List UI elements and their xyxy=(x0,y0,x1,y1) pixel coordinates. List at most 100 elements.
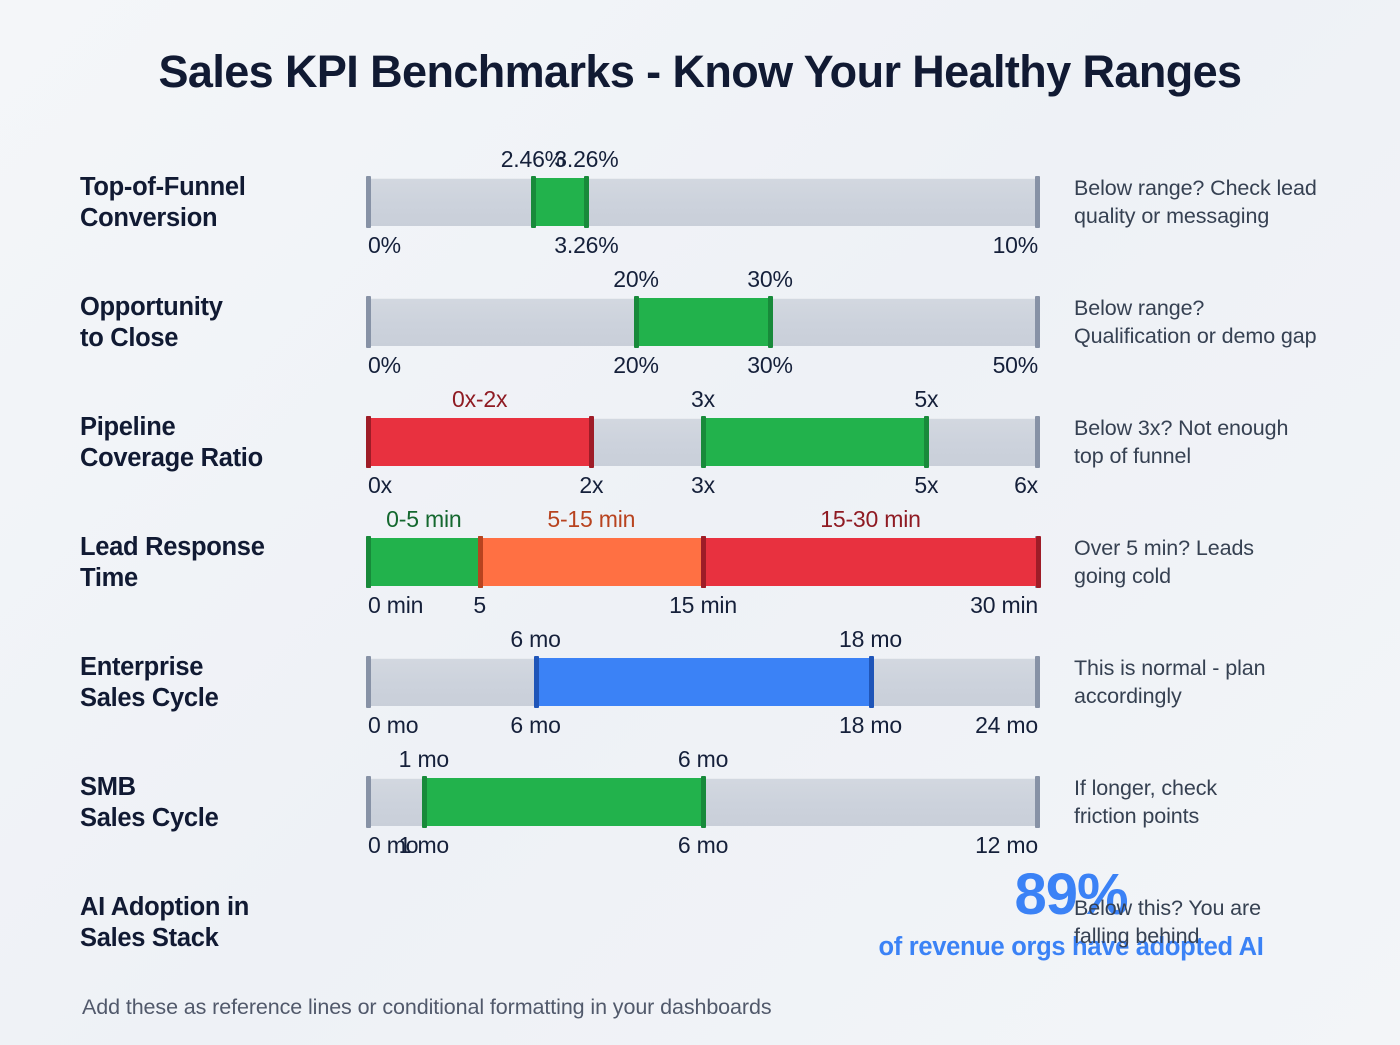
annotation-line2: friction points xyxy=(1074,804,1200,829)
axis-tick-label: 0% xyxy=(368,232,401,258)
axis-tick-label: 5 xyxy=(473,592,486,618)
band-edge-start xyxy=(701,416,706,468)
kpi-track xyxy=(368,178,1038,226)
band-edge-end xyxy=(924,416,930,468)
track-end-cap-right xyxy=(1035,296,1040,348)
axis-tick-label: 18 mo xyxy=(839,712,902,738)
kpi-row: Opportunity to Close 20% 30% 0% 20% 30% 50% Belo… xyxy=(0,266,1400,390)
kpi-range-band xyxy=(703,538,1038,586)
axis-tick-label: 3x xyxy=(691,472,715,498)
axis-tick-label: 10% xyxy=(992,232,1039,258)
kpi-row: Lead Response Time 0-5 min 5-15 min 15-30 mi… xyxy=(0,506,1400,630)
kpi-range-band xyxy=(703,418,927,466)
annotation-line1: Below range? xyxy=(1074,296,1205,320)
kpi-row: Pipeline Coverage Ratio 0x-2x 3x 5x 0x 2x 3x 5x 6… xyxy=(0,386,1400,510)
kpi-annotation: Over 5 min? Leads going cold xyxy=(1074,534,1394,591)
band-boundary-label: 20% xyxy=(613,266,659,292)
axis-tick-label: 0 mo xyxy=(368,712,419,738)
track-end-cap-right xyxy=(1035,416,1040,468)
axis-tick-label: 15 min xyxy=(669,592,737,618)
kpi-track-area: 20% 30% 0% 20% 30% 50% xyxy=(366,266,1040,390)
annotation-line1: This is normal - plan xyxy=(1074,656,1266,680)
band-boundary-label: 1 mo xyxy=(398,746,450,772)
band-edge-end xyxy=(584,176,590,228)
band-boundary-label: 2.46% xyxy=(500,146,565,172)
axis-tick-label: 6x xyxy=(1014,472,1038,498)
band-label: 0x-2x xyxy=(452,386,508,412)
stat-value: 89% xyxy=(1014,862,1128,927)
kpi-range-band xyxy=(368,538,480,586)
kpi-range-band xyxy=(368,418,592,466)
kpi-label-line1: AI Adoption in xyxy=(80,893,250,921)
axis-tick-label: 5x xyxy=(914,472,939,498)
axis-tick-label: 6 mo xyxy=(677,832,729,858)
kpi-track-area: 0x-2x 3x 5x 0x 2x 3x 5x 6x xyxy=(366,386,1040,510)
annotation-line2: accordingly xyxy=(1074,684,1182,709)
kpi-track-area: 0-5 min 5-15 min 15-30 min 0 min 5 15 min 30 m… xyxy=(366,506,1041,630)
kpi-row: SMB Sales Cycle 1 mo 6 mo 0 mo 1 mo 6 mo 12 mo I… xyxy=(0,746,1400,870)
annotation-line2: quality or messaging xyxy=(1074,204,1270,229)
page-title: Sales KPI Benchmarks - Know Your Healthy… xyxy=(158,46,1243,97)
band-edge-end xyxy=(701,776,706,828)
axis-tick-label: 2x xyxy=(579,472,604,498)
band-boundary-label: 3.26% xyxy=(554,146,619,172)
band-label: 0-5 min xyxy=(386,506,462,532)
kpi-row: Top-of-Funnel Conversion 2.46% 3.26% 0% 3.26%… xyxy=(0,146,1400,270)
axis-tick-label: 0% xyxy=(368,352,401,378)
track-end-cap-left xyxy=(366,296,371,348)
track-end-cap-right xyxy=(1035,176,1040,228)
band-boundary-label: 3x xyxy=(691,386,715,412)
kpi-range-band xyxy=(423,778,703,826)
annotation-line2: going cold xyxy=(1074,564,1172,589)
kpi-label: Enterprise Sales Cycle xyxy=(80,652,350,714)
kpi-label-line2: Sales Stack xyxy=(80,924,219,953)
kpi-label: Pipeline Coverage Ratio xyxy=(80,412,350,474)
kpi-label: Top-of-Funnel Conversion xyxy=(80,172,350,234)
kpi-label-line2: to Close xyxy=(80,324,179,353)
kpi-annotation: This is normal - plan accordingly xyxy=(1074,654,1394,711)
kpi-annotation: If longer, check friction points xyxy=(1074,774,1394,831)
kpi-annotation: Below range? Qualification or demo gap xyxy=(1074,294,1394,351)
kpi-annotation: Below 3x? Not enough top of funnel xyxy=(1074,414,1394,471)
annotation-line1: Below range? Check lead xyxy=(1074,176,1317,200)
stat-block: 89% of revenue orgs have adopted AI xyxy=(736,862,1400,962)
band-edge-start xyxy=(477,536,483,588)
kpi-label-line1: Opportunity xyxy=(80,293,223,321)
track-end-cap-left xyxy=(366,656,371,708)
axis-tick-label: 24 mo xyxy=(975,712,1038,738)
band-edge-end xyxy=(768,296,773,348)
kpi-label-line1: SMB xyxy=(80,773,136,801)
band-boundary-label: 5x xyxy=(914,386,939,412)
footer-note: Add these as reference lines or conditio… xyxy=(82,995,772,1019)
track-end-cap-left xyxy=(366,176,371,228)
kpi-label-line2: Sales Cycle xyxy=(80,684,219,713)
band-boundary-label: 18 mo xyxy=(839,626,902,652)
band-boundary-label: 30% xyxy=(747,266,793,292)
axis-tick-label: 1 mo xyxy=(398,832,450,858)
axis-tick-label: 0 mo xyxy=(368,832,419,858)
annotation-line2: falling behind xyxy=(1074,924,1200,949)
stat-caption: of revenue orgs have adopted AI xyxy=(878,932,1264,961)
annotation-line2: Qualification or demo gap xyxy=(1074,324,1317,349)
kpi-annotation: Below this? You are falling behind xyxy=(1074,894,1394,951)
axis-tick-label: 0 min xyxy=(368,592,424,618)
kpi-track-area: 1 mo 6 mo 0 mo 1 mo 6 mo 12 mo xyxy=(366,746,1040,870)
kpi-label-line1: Enterprise xyxy=(80,653,204,681)
annotation-line1: Below this? You are xyxy=(1074,896,1261,920)
kpi-range-band xyxy=(479,538,703,586)
band-edge-end xyxy=(868,656,874,708)
axis-tick-label: 6 mo xyxy=(510,712,561,738)
kpi-label-line2: Time xyxy=(80,564,138,593)
kpi-track-area: 6 mo 18 mo 0 mo 6 mo 18 mo 24 mo xyxy=(366,626,1040,750)
kpi-range-band xyxy=(535,658,871,706)
annotation-line2: top of funnel xyxy=(1074,444,1192,469)
kpi-rows: Top-of-Funnel Conversion 2.46% 3.26% 0% 3.26%… xyxy=(0,146,1400,990)
kpi-label: AI Adoption in Sales Stack xyxy=(80,892,350,954)
band-edge-start xyxy=(634,296,639,348)
band-boundary-label: 6 mo xyxy=(510,626,561,652)
kpi-track-area: 2.46% 3.26% 0% 3.26% 10% xyxy=(366,146,1040,270)
band-edge-start xyxy=(366,536,371,588)
band-edge-end xyxy=(1036,536,1041,588)
kpi-label-line1: Pipeline xyxy=(80,413,176,441)
band-edge-start xyxy=(701,536,706,588)
